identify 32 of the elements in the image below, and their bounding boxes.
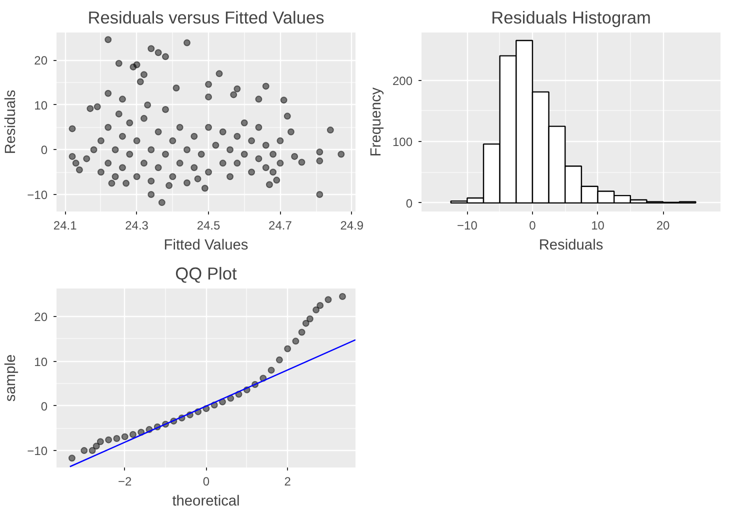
x-tick-label: −10 (457, 218, 478, 232)
y-axis-title: Residuals (3, 90, 20, 154)
x-axis-title: Fitted Values (164, 238, 248, 254)
x-tick-label: 20 (656, 218, 670, 232)
y-tick-label: 20 (34, 54, 48, 68)
y-tick-label: 0 (40, 399, 48, 414)
y-tick-label: 200 (392, 74, 413, 88)
x-tick-label: 24.5 (196, 218, 221, 232)
x-tick-label: −2 (118, 474, 132, 488)
x-tick-label: 10 (591, 218, 605, 232)
y-tick-label: 20 (34, 310, 48, 324)
y-tick-label: −10 (27, 188, 48, 202)
y-tick-label: 10 (34, 354, 48, 369)
x-tick-label: 24.7 (268, 218, 292, 232)
y-tick-label: 0 (40, 143, 48, 158)
x-tick-label: 24.3 (125, 218, 149, 232)
x-axis-title: Residuals (538, 238, 604, 254)
y-axis-title: sample (3, 354, 20, 402)
x-tick-label: 2 (284, 474, 292, 488)
x-tick-label: 24.1 (53, 218, 78, 232)
x-axis-title: theoretical (172, 494, 240, 510)
x-tick-label: 0 (202, 474, 210, 488)
x-tick-label: 24.9 (340, 218, 364, 232)
chart-title: QQ Plot (175, 264, 237, 284)
y-tick-label: 100 (392, 135, 413, 150)
x-tick-label: 0 (529, 218, 536, 232)
y-axis-title: Frequency (368, 86, 384, 157)
y-tick-label: −10 (27, 444, 48, 458)
chart-title: Residuals Histogram (491, 8, 651, 28)
chart-title: Residuals versus Fitted Values (88, 8, 325, 28)
y-tick-label: 0 (406, 196, 413, 210)
y-tick-label: 10 (34, 98, 48, 112)
